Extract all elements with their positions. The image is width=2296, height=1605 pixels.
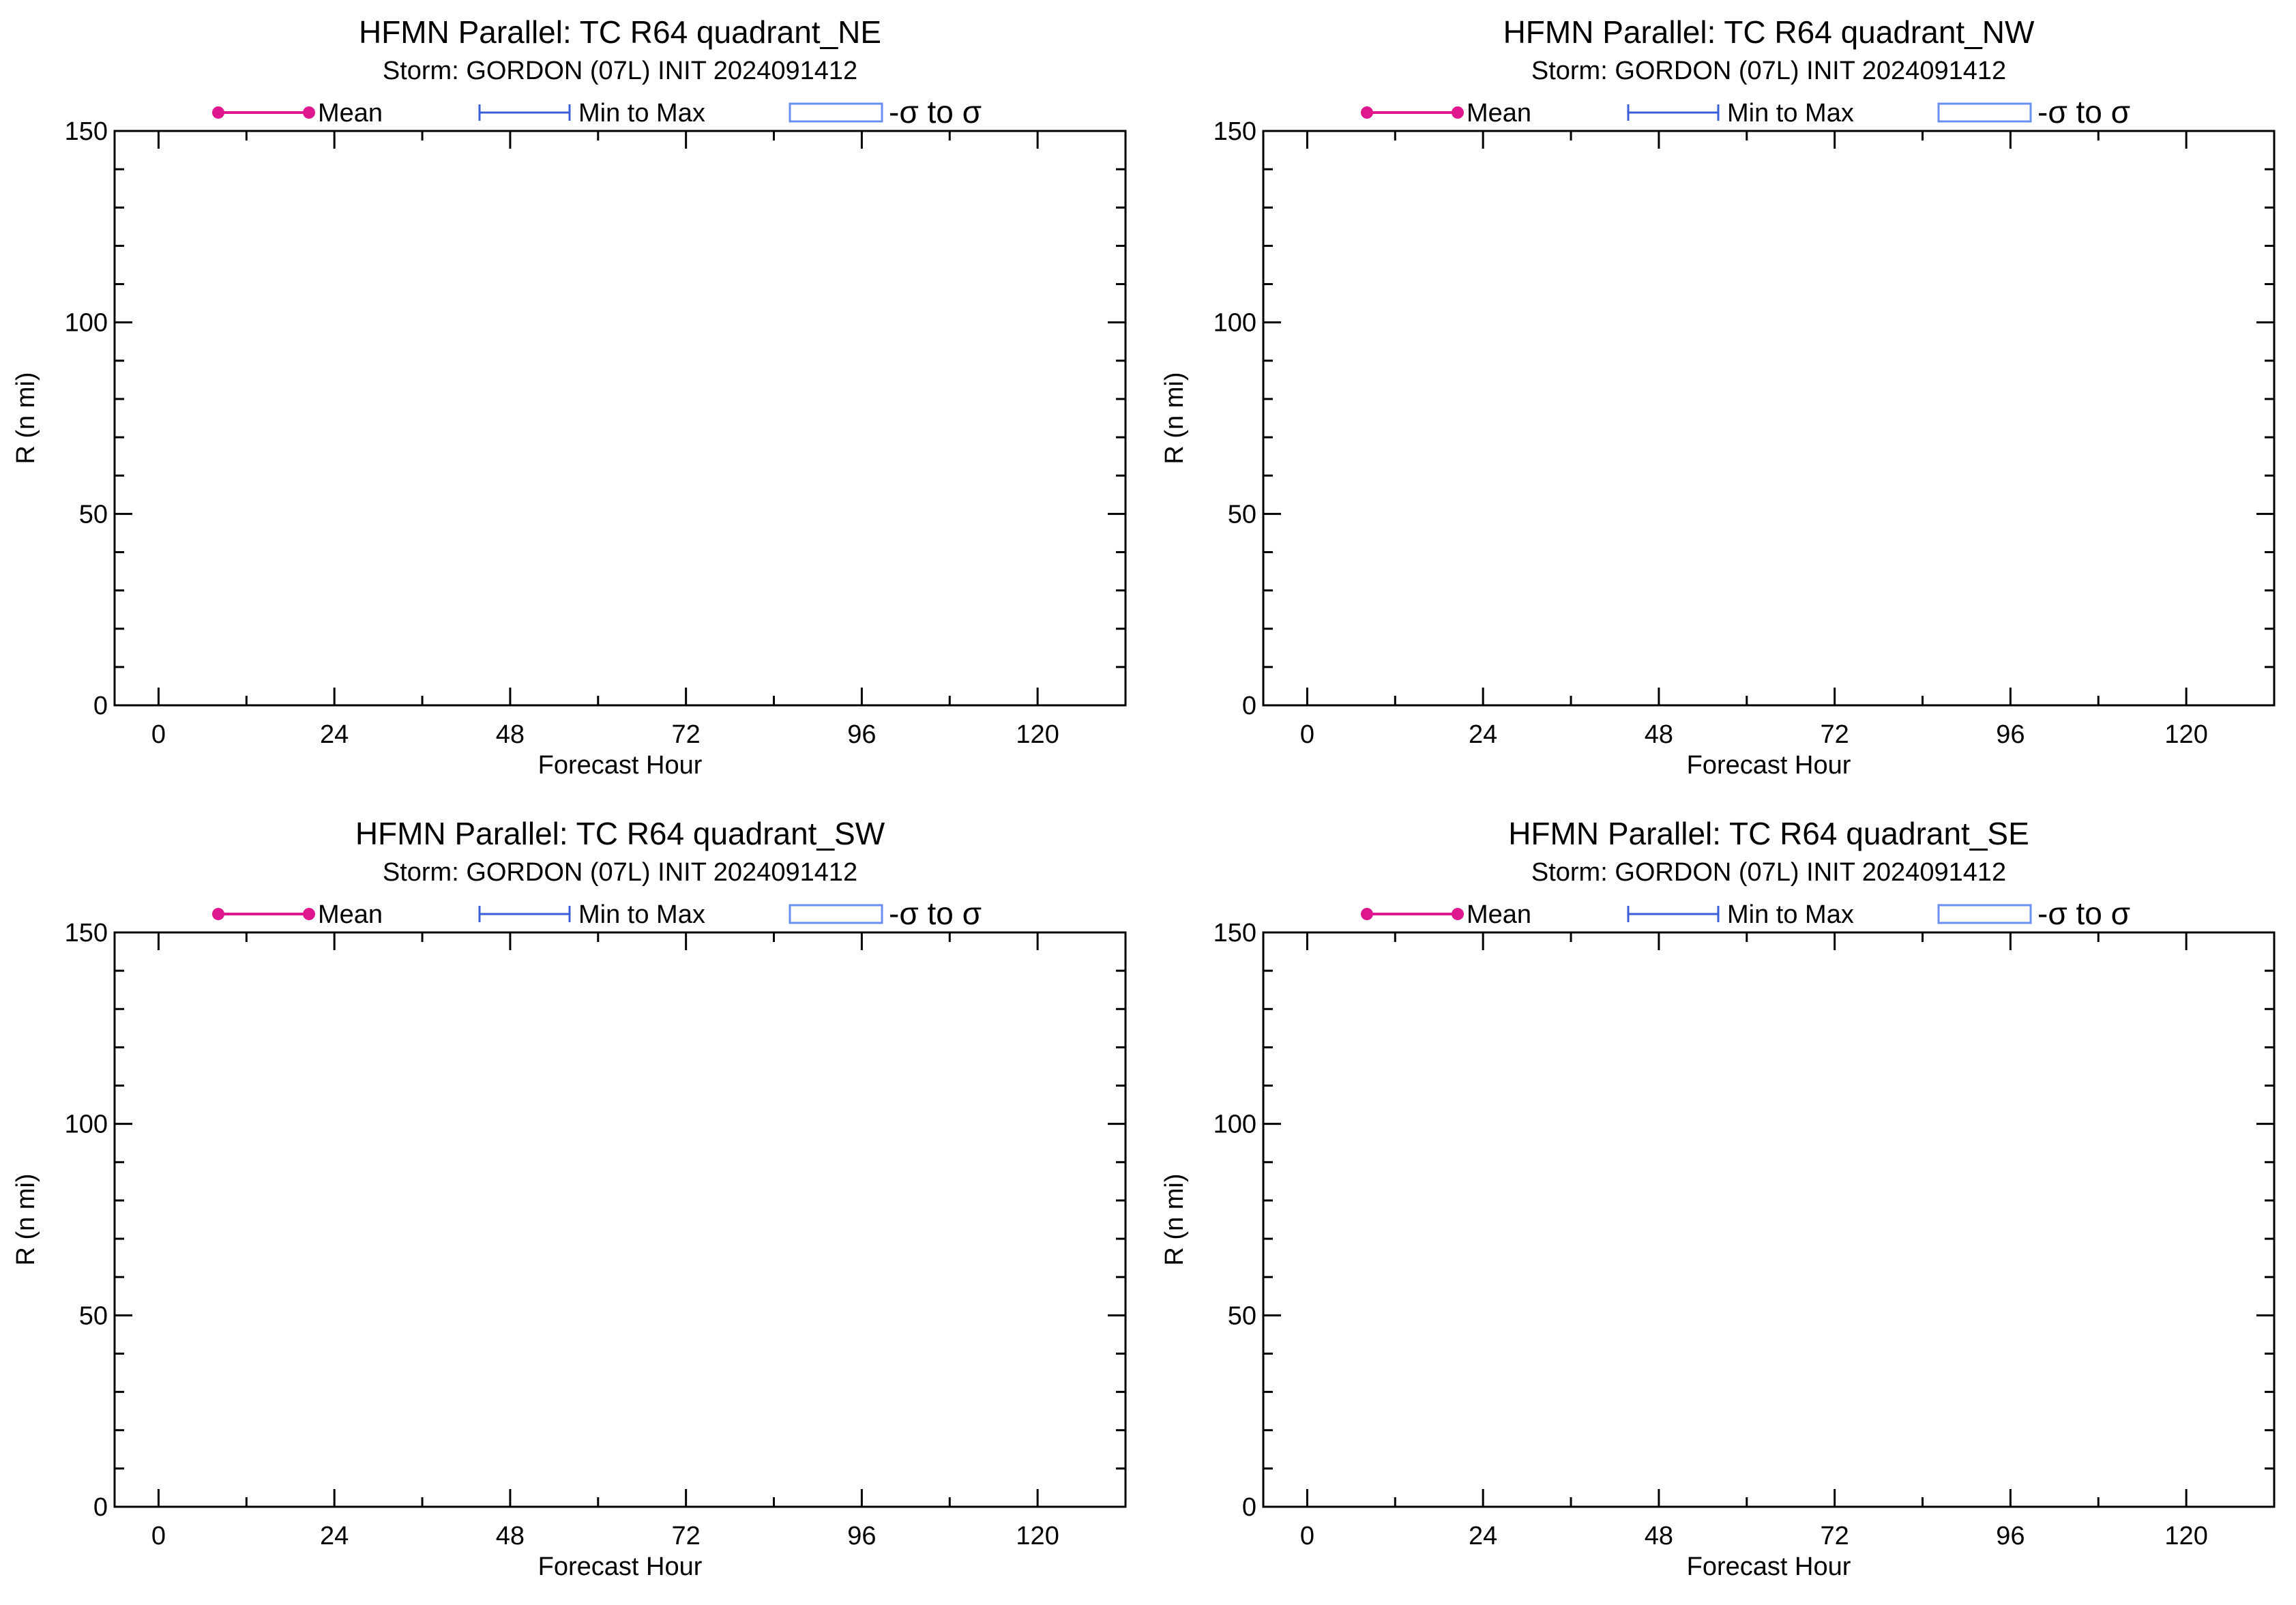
x-tick-label: 24 [320,1522,349,1550]
x-tick-label: 0 [1300,1522,1314,1550]
y-tick-label: 50 [79,500,108,529]
chart-legend: Mean Min to Max -σ to σ [212,896,982,931]
y-tick-label: 0 [93,692,108,720]
legend-sigma-box [1937,904,2032,924]
legend-mean-marker [1452,908,1464,920]
legend-mean-marker [1452,106,1464,119]
legend-minmax-label: Min to Max [1727,99,1854,128]
x-tick-label: 48 [1645,720,1673,749]
chart-subtitle: Storm: GORDON (07L) INIT 2024091412 [1531,57,2006,85]
x-tick-label: 120 [1016,1522,1059,1550]
plot-area [1262,130,2276,707]
y-tick-label: 0 [1242,692,1256,720]
x-tick-label: 72 [672,720,701,749]
x-tick-label: 96 [1996,720,2025,749]
x-tick-label: 96 [847,720,876,749]
x-tick-label: 96 [847,1522,876,1550]
x-tick-label: 0 [1300,720,1314,749]
legend-sigma-box [789,904,883,924]
chart-title: HFMN Parallel: TC R64 quadrant_NW [1503,14,2035,50]
chart-legend: Mean Min to Max -σ to σ [1361,94,2130,130]
y-tick-label: 150 [1213,117,1256,146]
y-tick-label: 50 [1228,1301,1256,1330]
x-tick-label: 48 [496,1522,525,1550]
chart-subtitle: Storm: GORDON (07L) INIT 2024091412 [1531,858,2006,887]
x-tick-label: 72 [1821,1522,1849,1550]
plot-area [113,130,1127,707]
plot-area [1262,931,2276,1508]
x-tick-label: 48 [496,720,525,749]
x-tick-label: 24 [1469,1522,1497,1550]
chart-panel-3: HFMN Parallel: TC R64 quadrant_SW Storm: … [12,816,1127,1581]
chart-legend: Mean Min to Max -σ to σ [212,94,982,130]
legend-mean-marker [1361,908,1373,920]
x-axis-label: Forecast Hour [538,1552,703,1581]
legend-mean-marker [303,908,315,920]
legend-sigma-label: -σ to σ [889,896,982,931]
legend-mean-label: Mean [318,900,383,929]
x-tick-label: 72 [1821,720,1849,749]
legend-minmax-label: Min to Max [1727,900,1854,929]
legend-mean-marker [212,106,224,119]
chart-title: HFMN Parallel: TC R64 quadrant_SE [1508,816,2029,851]
y-tick-label: 0 [1242,1493,1256,1522]
legend-minmax-label: Min to Max [578,900,705,929]
y-tick-label: 0 [93,1493,108,1522]
legend-mean-marker [1361,106,1373,119]
x-tick-label: 24 [320,720,349,749]
legend-sigma-label: -σ to σ [2037,896,2130,931]
chart-subtitle: Storm: GORDON (07L) INIT 2024091412 [383,57,857,85]
y-tick-label: 150 [65,117,108,146]
y-axis-label: R (n mi) [1160,372,1189,464]
chart-title: HFMN Parallel: TC R64 quadrant_NE [359,14,881,50]
chart-panel-4: HFMN Parallel: TC R64 quadrant_SE Storm: … [1160,816,2276,1581]
legend-sigma-label: -σ to σ [889,94,982,130]
x-tick-label: 96 [1996,1522,2025,1550]
x-axis-label: Forecast Hour [538,751,703,780]
y-axis-label: R (n mi) [12,372,40,464]
legend-sigma-box [1937,102,2032,123]
y-tick-label: 150 [65,919,108,947]
legend-mean-marker [303,106,315,119]
plot-area [113,931,1127,1508]
legend-mean-label: Mean [318,99,383,128]
y-axis-label: R (n mi) [1160,1173,1189,1265]
x-tick-label: 24 [1469,720,1497,749]
legend-sigma-box [789,102,883,123]
y-tick-label: 50 [79,1301,108,1330]
y-tick-label: 100 [1213,1110,1256,1139]
y-tick-label: 150 [1213,919,1256,947]
legend-minmax-label: Min to Max [578,99,705,128]
y-tick-label: 100 [65,309,108,338]
y-tick-label: 50 [1228,500,1256,529]
x-tick-label: 0 [151,1522,166,1550]
x-axis-label: Forecast Hour [1687,751,1851,780]
x-tick-label: 48 [1645,1522,1673,1550]
x-tick-label: 0 [151,720,166,749]
chart-panel-1: HFMN Parallel: TC R64 quadrant_NE Storm: … [12,14,1127,780]
chart-subtitle: Storm: GORDON (07L) INIT 2024091412 [383,858,857,887]
x-tick-label: 120 [2164,720,2207,749]
x-tick-label: 72 [672,1522,701,1550]
y-tick-label: 100 [1213,309,1256,338]
legend-mean-marker [212,908,224,920]
x-tick-label: 120 [2164,1522,2207,1550]
legend-sigma-label: -σ to σ [2037,94,2130,130]
chart-legend: Mean Min to Max -σ to σ [1361,896,2130,931]
x-tick-label: 120 [1016,720,1059,749]
y-tick-label: 100 [65,1110,108,1139]
legend-mean-label: Mean [1467,900,1531,929]
x-axis-label: Forecast Hour [1687,1552,1851,1581]
y-axis-label: R (n mi) [12,1173,40,1265]
chart-panel-2: HFMN Parallel: TC R64 quadrant_NW Storm: … [1160,14,2276,780]
legend-mean-label: Mean [1467,99,1531,128]
chart-title: HFMN Parallel: TC R64 quadrant_SW [355,816,885,851]
